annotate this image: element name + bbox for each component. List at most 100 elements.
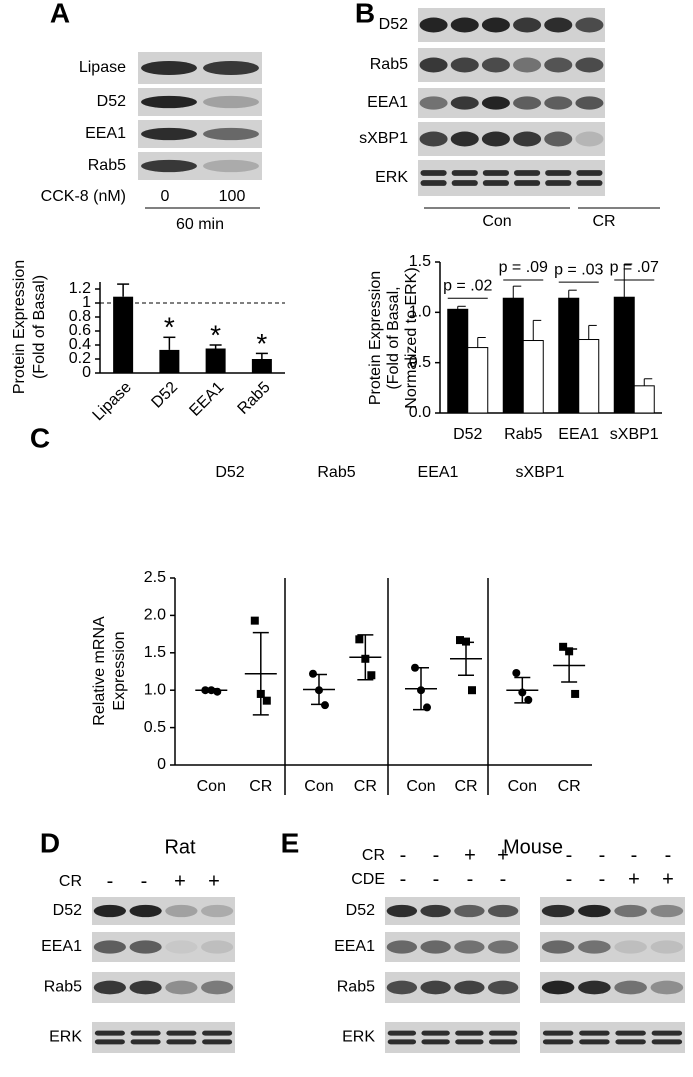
- bar: [447, 308, 469, 414]
- treatment-label: CCK-8 (nM): [41, 188, 126, 205]
- panel-letter: D: [40, 827, 60, 858]
- bar: [467, 347, 489, 414]
- blot-band: [513, 131, 542, 147]
- treatment-sign: +: [497, 844, 509, 866]
- blot-band: [386, 940, 418, 954]
- treatment-sign: -: [107, 870, 114, 892]
- y-axis-label: Relative mRNA: [91, 616, 108, 726]
- blot-band: [455, 1039, 484, 1045]
- group-label: Con: [482, 213, 511, 230]
- blot-band: [575, 131, 604, 147]
- y-tick-label: 0.5: [409, 354, 431, 371]
- panel-title: D52: [215, 464, 244, 481]
- y-tick-label: 0.0: [409, 404, 431, 421]
- blot-band: [542, 1039, 574, 1045]
- blot-band: [545, 180, 572, 186]
- blot-band: [420, 180, 447, 186]
- blot-band: [614, 940, 647, 954]
- blot-band: [579, 1039, 610, 1045]
- blot-band: [651, 1039, 683, 1045]
- blot-band: [541, 980, 575, 995]
- bar: [113, 296, 134, 373]
- blot-band: [420, 940, 451, 954]
- treatment-label: CDE: [351, 871, 385, 888]
- blot-band: [482, 170, 510, 176]
- blot-band: [481, 57, 510, 73]
- blot-band: [488, 1039, 518, 1045]
- blot-row-label: Rab5: [88, 157, 126, 174]
- x-tick-label: CR: [354, 778, 377, 795]
- blot-band: [614, 904, 647, 918]
- blot-background: [540, 1022, 685, 1053]
- data-point: [250, 616, 259, 625]
- blot-row-label: D52: [97, 93, 126, 110]
- y-tick-label: 0.8: [69, 308, 91, 325]
- blot-band: [450, 96, 479, 110]
- y-tick-label: 0: [157, 756, 166, 773]
- bar: [205, 348, 226, 373]
- time-label: 60 min: [176, 216, 224, 233]
- blot-band: [481, 131, 510, 147]
- panel-title: sXBP1: [516, 464, 565, 481]
- blot-row-label: D52: [379, 16, 408, 33]
- blot-band: [614, 980, 647, 995]
- blot-band: [544, 17, 573, 33]
- blot-band: [387, 1030, 417, 1036]
- y-tick-label: 0.2: [69, 350, 91, 367]
- treatment-sign: -: [566, 844, 573, 866]
- blot-band: [545, 170, 572, 176]
- blot-band: [481, 96, 510, 110]
- blot-band: [93, 904, 126, 918]
- blot-band: [421, 1030, 450, 1036]
- blot-band: [386, 904, 418, 918]
- x-tick-label: Con: [197, 778, 226, 795]
- blot-band: [450, 17, 479, 33]
- data-point: [262, 696, 271, 705]
- species-label: Mouse: [503, 836, 563, 858]
- blot-band: [165, 904, 198, 918]
- blot-row-label: Lipase: [79, 59, 126, 76]
- p-value-label: p = .02: [443, 278, 492, 295]
- blot-row-label: Rab5: [370, 56, 408, 73]
- panel-letter: E: [281, 827, 300, 858]
- bar: [558, 297, 580, 414]
- bar: [251, 359, 272, 373]
- x-tick-label: CR: [249, 778, 272, 795]
- x-tick-label: Con: [304, 778, 333, 795]
- blot-band: [93, 940, 126, 954]
- blot-band: [615, 1039, 646, 1045]
- bar: [578, 339, 600, 414]
- data-point: [571, 689, 580, 698]
- blot-row-label: Rab5: [337, 979, 375, 996]
- blot-band: [202, 1030, 233, 1036]
- blot-row-label: EEA1: [367, 94, 408, 111]
- blot-band: [94, 1030, 125, 1036]
- blot-band: [579, 1030, 610, 1036]
- treatment-sign: -: [599, 868, 606, 890]
- blot-background: [418, 8, 605, 42]
- x-tick-label: D52: [453, 426, 482, 443]
- treatment-sign: +: [628, 868, 640, 890]
- blot-band: [93, 980, 126, 995]
- blot-band: [419, 131, 448, 147]
- panel-letter: B: [355, 0, 375, 28]
- blot-band: [166, 1030, 197, 1036]
- blot-band: [165, 940, 198, 954]
- y-tick-label: 2.0: [144, 607, 166, 624]
- blot-band: [578, 904, 611, 918]
- blot-band: [513, 17, 542, 33]
- treatment-sign: -: [400, 844, 407, 866]
- blot-row-label: D52: [346, 902, 375, 919]
- treatment-sign: -: [400, 868, 407, 890]
- treatment-sign: +: [662, 868, 674, 890]
- blot-band: [165, 980, 198, 995]
- treatment-sign: -: [141, 870, 148, 892]
- blot-band: [201, 940, 234, 954]
- blot-band: [513, 57, 542, 73]
- blot-band: [576, 170, 603, 176]
- bar: [159, 349, 180, 373]
- data-point: [468, 686, 476, 695]
- treatment-sign: -: [433, 844, 440, 866]
- treatment-sign: -: [433, 868, 440, 890]
- x-tick-label: Con: [508, 778, 537, 795]
